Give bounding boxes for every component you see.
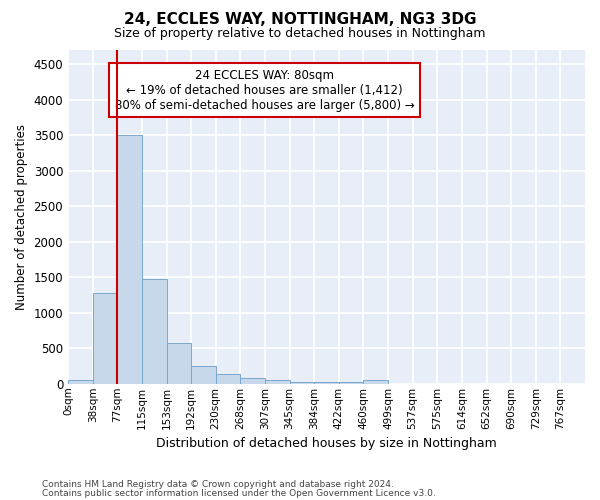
Bar <box>364 380 388 384</box>
Bar <box>142 278 167 384</box>
Bar <box>241 378 265 384</box>
Y-axis label: Number of detached properties: Number of detached properties <box>15 124 28 310</box>
Bar <box>290 382 314 384</box>
Text: 24 ECCLES WAY: 80sqm
← 19% of detached houses are smaller (1,412)
80% of semi-de: 24 ECCLES WAY: 80sqm ← 19% of detached h… <box>115 68 415 112</box>
Bar <box>216 374 241 384</box>
Bar <box>117 135 142 384</box>
Text: 24, ECCLES WAY, NOTTINGHAM, NG3 3DG: 24, ECCLES WAY, NOTTINGHAM, NG3 3DG <box>124 12 476 28</box>
Bar <box>191 366 216 384</box>
Bar <box>265 380 290 384</box>
Bar <box>92 293 117 384</box>
Text: Contains HM Land Registry data © Crown copyright and database right 2024.: Contains HM Land Registry data © Crown c… <box>42 480 394 489</box>
Text: Contains public sector information licensed under the Open Government Licence v3: Contains public sector information licen… <box>42 488 436 498</box>
X-axis label: Distribution of detached houses by size in Nottingham: Distribution of detached houses by size … <box>156 437 497 450</box>
Bar <box>314 382 339 384</box>
Text: Size of property relative to detached houses in Nottingham: Size of property relative to detached ho… <box>114 28 486 40</box>
Bar <box>68 380 92 384</box>
Bar <box>339 382 364 384</box>
Bar <box>167 342 191 384</box>
